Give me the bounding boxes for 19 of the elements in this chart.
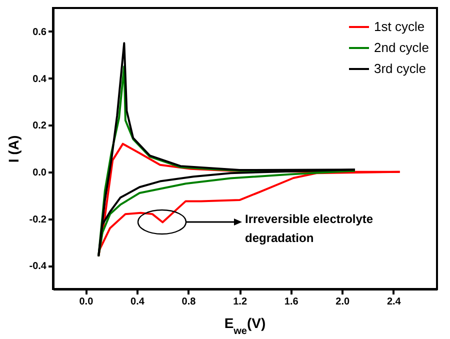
x-tick-label: 0.8	[182, 296, 196, 308]
y-tick-label: 0.0	[32, 167, 47, 178]
x-axis-title: E$_{we}$(V)	[224, 315, 266, 336]
x-tick-label: 0.4	[130, 296, 145, 308]
y-tick-label: 0.2	[32, 120, 47, 132]
x-tick-label: 1.6	[284, 296, 299, 308]
y-tick-label: 0.6	[32, 26, 47, 38]
x-tick-label: 2.4	[386, 296, 402, 308]
legend-label: 2nd cycle	[374, 40, 429, 55]
y-axis-title: I (A)	[5, 135, 22, 163]
annotation: Irreversible electrolyte degradation	[245, 212, 374, 245]
y-tick-label: 0.4	[32, 74, 47, 85]
legend-label: 3rd cycle	[374, 61, 426, 76]
x-tick-label: 0.0	[79, 296, 94, 308]
x-tick-label: 2.0	[336, 296, 350, 308]
legend-label: 1st cycle	[374, 19, 425, 34]
x-tick-label: 1.2	[233, 296, 248, 308]
y-tick-label: -0.2	[29, 214, 47, 226]
y-tick-label: -0.4	[29, 261, 47, 272]
